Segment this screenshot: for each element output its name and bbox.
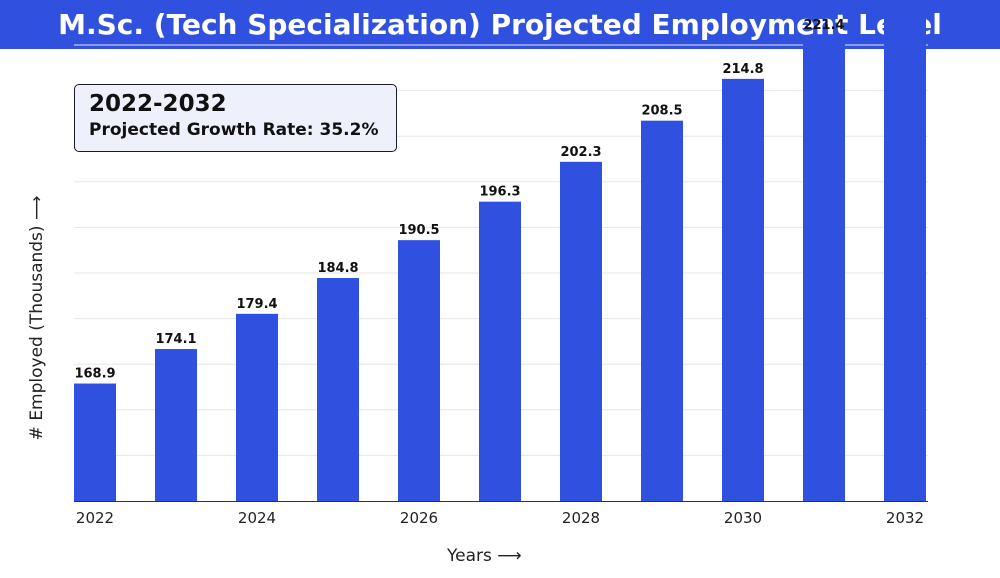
x-tick-label-2028: 2028 <box>562 509 600 527</box>
x-tick-label-2030: 2030 <box>724 509 762 527</box>
value-label-2026: 190.5 <box>398 223 439 238</box>
value-label-2022: 168.9 <box>74 367 115 382</box>
value-label-2025: 184.8 <box>317 261 358 276</box>
bar-2032 <box>884 0 926 502</box>
right-arrow-icon: ⟶ <box>497 546 522 566</box>
y-axis-label-text: # Employed (Thousands) <box>27 225 47 441</box>
value-label-2031: 221.4 <box>803 18 844 33</box>
bar-2025 <box>317 277 359 501</box>
bar-2022 <box>74 383 116 501</box>
bar-2029 <box>641 120 683 501</box>
x-axis-label: Years ⟶ <box>447 546 522 566</box>
chart-title: M.Sc. (Tech Specialization) Projected Em… <box>58 8 942 41</box>
y-axis-label: # Employed (Thousands) ⟶ <box>27 196 47 441</box>
bar-2028 <box>560 161 602 502</box>
info-range: 2022-2032 <box>89 91 227 117</box>
up-arrow-icon: ⟶ <box>27 195 47 221</box>
bar-2024 <box>236 313 278 501</box>
value-label-2029: 208.5 <box>641 104 682 119</box>
value-label-2030: 214.8 <box>722 62 763 77</box>
value-label-2027: 196.3 <box>479 185 520 200</box>
value-label-2023: 174.1 <box>155 332 196 347</box>
bar-2026 <box>398 240 440 501</box>
bars-group <box>74 0 926 502</box>
x-tick-label-2022: 2022 <box>76 509 114 527</box>
bar-2023 <box>155 349 197 501</box>
bar-2030 <box>722 78 764 501</box>
x-tick-label-2026: 2026 <box>400 509 438 527</box>
x-axis-label-text: Years <box>447 546 492 566</box>
growth-info-box: 2022-2032 Projected Growth Rate: 35.2% <box>74 84 397 152</box>
x-tick-labels-group: 2022 2024 2026 2028 2030 2032 <box>76 509 924 527</box>
value-label-2028: 202.3 <box>560 145 601 160</box>
value-label-2024: 179.4 <box>236 297 277 312</box>
x-tick-label-2032: 2032 <box>886 509 924 527</box>
value-labels-group: 168.9 174.1 179.4 184.8 190.5 196.3 202.3 208.5… <box>74 18 844 382</box>
info-growth-rate: Projected Growth Rate: 35.2% <box>89 120 379 140</box>
bar-2027 <box>479 201 521 502</box>
title-banner: M.Sc. (Tech Specialization) Projected Em… <box>0 0 1000 49</box>
bar-2031 <box>803 35 845 501</box>
x-tick-label-2024: 2024 <box>238 509 276 527</box>
